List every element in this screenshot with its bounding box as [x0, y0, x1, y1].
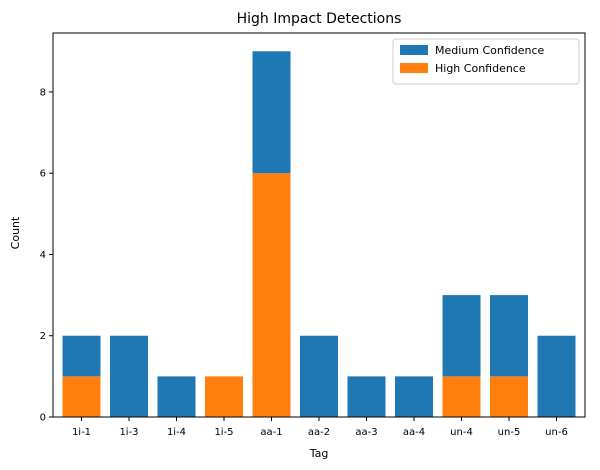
x-tick-label: aa-2	[308, 427, 330, 438]
x-tick-label: un-5	[498, 427, 521, 438]
bar-aa-4-medium	[395, 376, 433, 417]
bar-aa-2-medium	[300, 335, 338, 417]
y-axis-label: Count	[9, 216, 22, 249]
x-tick-label: 1i-4	[167, 427, 186, 438]
bar-un-4-medium	[442, 295, 481, 377]
legend-label: Medium Confidence	[435, 44, 545, 57]
bar-un-4-high	[442, 376, 481, 417]
x-tick-label: un-6	[545, 427, 568, 438]
legend-swatch	[400, 45, 428, 55]
bar-un-5-high	[490, 376, 528, 417]
y-tick-label: 4	[40, 250, 46, 261]
bar-aa-1-high	[252, 173, 291, 417]
legend: Medium Confidence High Confidence	[392, 38, 580, 85]
legend-label: High Confidence	[435, 62, 526, 75]
bar-aa-1-medium	[252, 51, 291, 174]
y-tick-label: 8	[40, 87, 46, 98]
axes: 0 2 4 6 8 1i-1 1i-3 1i-4 1i-5 aa-1 aa-2 aa-3 aa-4 un-…	[40, 32, 586, 438]
x-tick-label: aa-1	[260, 427, 282, 438]
bar-un-6-medium	[537, 335, 576, 417]
x-tick-label: aa-4	[403, 427, 425, 438]
x-tick-label: un-4	[450, 427, 473, 438]
bars	[62, 51, 576, 417]
bar-1i-3-medium	[110, 335, 148, 417]
bar-1i-4-medium	[157, 376, 196, 417]
bar-aa-3-medium	[347, 376, 386, 417]
y-tick-label: 2	[40, 331, 46, 342]
bar-1i-5-high	[205, 376, 243, 417]
y-tick-label: 6	[40, 169, 46, 180]
x-axis-label: Tag	[309, 447, 329, 460]
legend-swatch	[400, 63, 428, 73]
chart-title: High Impact Detections	[237, 11, 402, 27]
bar-1i-1-medium	[62, 335, 101, 377]
legend-box	[392, 38, 580, 85]
x-tick-label: 1i-3	[119, 427, 138, 438]
y-tick-label: 0	[40, 413, 46, 424]
x-tick-label: 1i-1	[72, 427, 91, 438]
x-tick-label: aa-3	[355, 427, 377, 438]
x-tick-label: 1i-5	[214, 427, 233, 438]
bar-un-5-medium	[490, 295, 528, 377]
bar-1i-1-high	[62, 376, 101, 417]
